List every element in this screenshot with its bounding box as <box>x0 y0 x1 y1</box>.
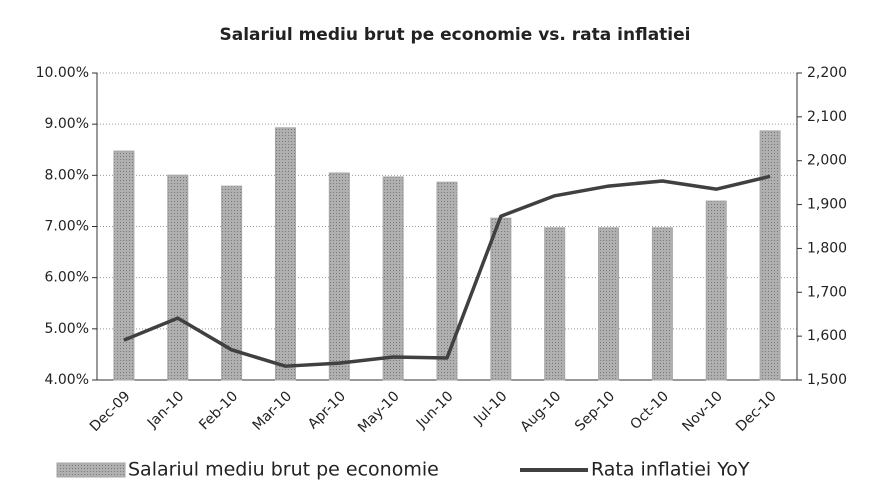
y2-tick-label: 2,100 <box>807 109 847 125</box>
chart-title: Salariul mediu brut pe economie vs. rata… <box>220 25 691 45</box>
x-tick-label: Feb-10 <box>196 388 241 433</box>
x-tick-label: Dec-10 <box>733 388 780 435</box>
y-tick-label: 9.00% <box>45 116 89 132</box>
y2-tick-label: 1,800 <box>807 240 847 256</box>
y2-tick-label: 1,600 <box>807 328 847 344</box>
y2-tick-label: 2,200 <box>807 65 847 81</box>
bar <box>436 181 458 381</box>
y-tick-label: 10.00% <box>36 65 89 81</box>
x-tick-label: Oct-10 <box>627 388 672 433</box>
y2-tick-label: 1,900 <box>807 197 847 213</box>
bar <box>759 130 781 381</box>
bar <box>544 227 566 381</box>
bar <box>490 217 512 381</box>
x-tick-label: Jan-10 <box>144 388 187 431</box>
y-tick-label: 6.00% <box>45 270 89 286</box>
bar <box>382 176 404 381</box>
y-tick-label: 8.00% <box>45 167 89 183</box>
bar <box>167 174 189 381</box>
x-tick-label: Aug-10 <box>518 388 565 435</box>
legend-swatch <box>56 462 126 478</box>
y-tick-label: 5.00% <box>45 321 89 337</box>
bar <box>274 127 296 381</box>
bar <box>705 200 727 381</box>
x-tick-label: Sep-10 <box>572 388 618 434</box>
x-tick-label: Dec-09 <box>87 388 134 435</box>
x-tick-label: Mar-10 <box>250 388 296 434</box>
x-tick-label: Jul-10 <box>470 388 510 428</box>
line <box>123 174 771 368</box>
x-tick-label: Nov-10 <box>679 388 726 435</box>
y2-tick-label: 1,700 <box>807 284 847 300</box>
bar <box>598 227 620 381</box>
bar <box>651 227 673 381</box>
y2-tick-label: 1,500 <box>807 372 847 388</box>
y-tick-label: 4.00% <box>45 372 89 388</box>
x-tick-label: Apr-10 <box>305 388 349 432</box>
y-tick-label: 7.00% <box>45 219 89 235</box>
bar <box>221 185 243 381</box>
x-tick-label: Jun-10 <box>413 388 457 432</box>
bar <box>113 150 135 381</box>
legend-label: Salariul mediu brut pe economie <box>128 459 439 481</box>
legend-label: Rata inflatiei YoY <box>591 459 750 481</box>
x-tick-label: May-10 <box>355 388 403 436</box>
y2-tick-label: 2,000 <box>807 153 847 169</box>
bar <box>328 172 350 381</box>
